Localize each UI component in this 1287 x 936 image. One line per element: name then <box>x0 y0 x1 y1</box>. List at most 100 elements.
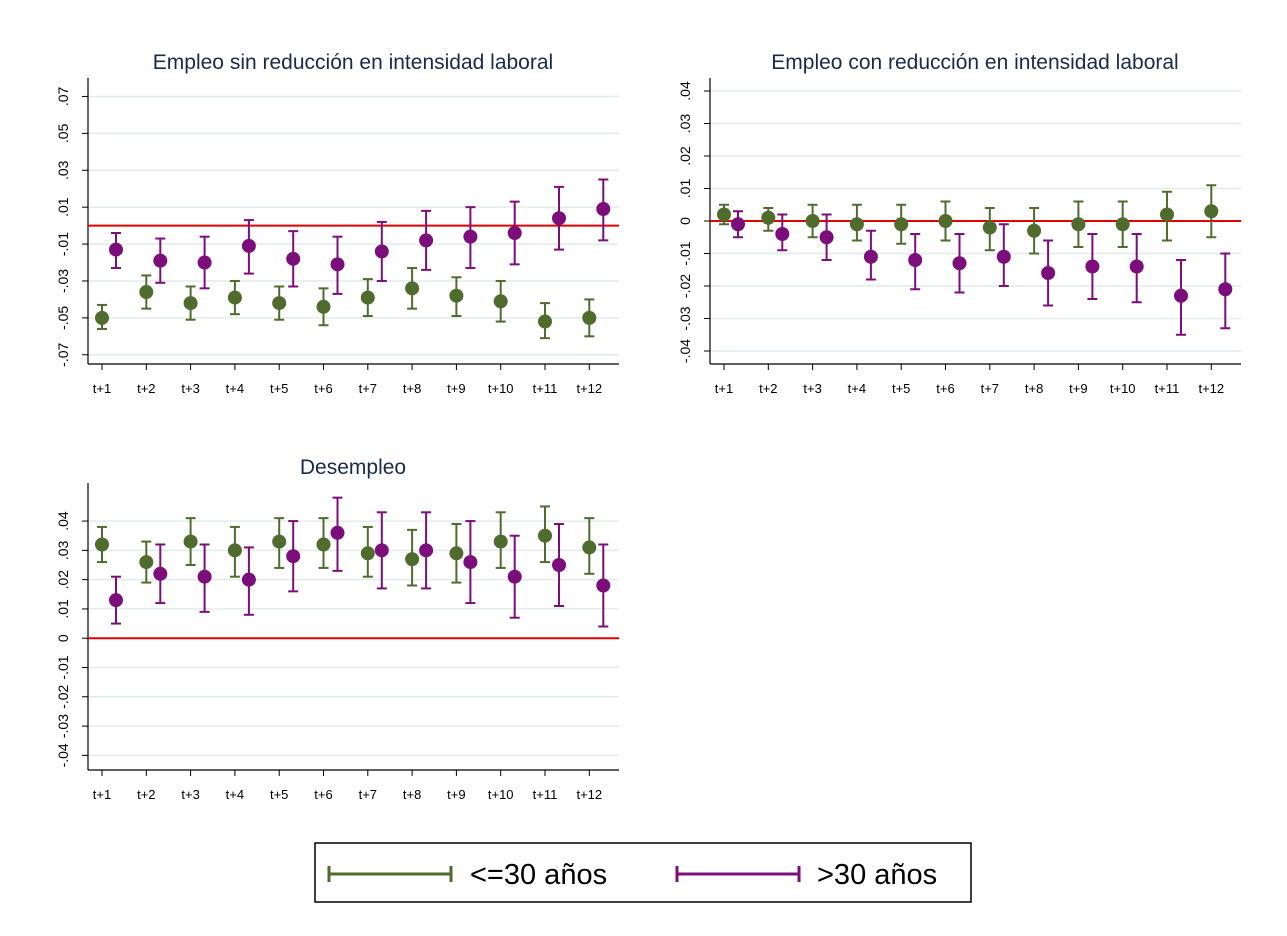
x-tick-label: t+9 <box>1069 381 1087 396</box>
point-estimate-old <box>552 558 566 572</box>
point-estimate-old <box>596 578 611 593</box>
x-tick-label: t+1 <box>715 381 733 396</box>
y-tick-label: 0 <box>677 217 693 225</box>
point-estimate-old <box>952 256 967 271</box>
x-tick-label: t+5 <box>892 381 910 396</box>
point-estimate-old <box>197 569 212 584</box>
x-tick-label: t+12 <box>576 381 602 396</box>
x-tick-label: t+8 <box>1025 381 1043 396</box>
point-estimate-old <box>109 593 123 608</box>
y-tick-label: -.03 <box>677 306 693 330</box>
point-estimate-old <box>330 257 345 272</box>
point-estimate-young <box>493 534 508 549</box>
y-tick-label: -.03 <box>55 714 71 738</box>
x-tick-label: t+6 <box>936 381 954 396</box>
y-tick-label: .04 <box>55 511 71 531</box>
point-estimate-old <box>552 211 566 226</box>
point-estimate-old <box>1129 259 1144 274</box>
panel-desempleo: Desempleo -.04 -.03 -.02 -.01 0 .01 .02 .03 .04 t… <box>55 456 619 802</box>
x-tick-label: t+5 <box>270 381 288 396</box>
panel-empleo-sin-reduccion: Empleo sin reducción en intensidad labor… <box>55 51 619 396</box>
x-tick-label: t+8 <box>403 381 421 396</box>
x-tick-label: t+10 <box>488 381 514 396</box>
point-estimate-old <box>863 249 878 264</box>
x-tick-label: t+6 <box>314 381 332 396</box>
x-tick-label: t+1 <box>93 381 111 396</box>
x-tick-label: t+8 <box>403 787 421 802</box>
point-estimate-young <box>894 217 909 232</box>
point-estimate-old <box>596 202 611 217</box>
panel-title: Desempleo <box>300 456 406 479</box>
x-tick-label: t+4 <box>226 787 244 802</box>
point-estimate-old <box>153 566 168 581</box>
point-estimate-old <box>908 253 923 267</box>
y-tick-label: .03 <box>55 540 71 560</box>
y-tick-label: .04 <box>677 81 693 101</box>
plot-area: -.04 -.03 -.02 -.01 0 .01 .02 .03 .04 t+1 t+2 t+3 t+… <box>677 78 1241 396</box>
plot-area: -.07 -.05 -.03 -.01 .01 .03 .05 .07 t+1 t+2 t+3 t+4… <box>55 78 619 396</box>
point-estimate-young <box>95 310 109 325</box>
y-tick-label: -.02 <box>55 685 71 709</box>
point-estimate-old <box>197 255 212 270</box>
point-estimate-young <box>449 288 464 303</box>
y-tick-label: -.01 <box>55 655 71 679</box>
y-tick-label: -.04 <box>677 339 693 363</box>
point-estimate-old <box>109 242 123 257</box>
point-estimate-young <box>139 555 154 570</box>
point-estimate-young <box>538 314 552 329</box>
point-estimate-old <box>463 555 478 570</box>
x-tick-label: t+2 <box>137 381 155 396</box>
y-tick-label: .01 <box>55 599 71 619</box>
point-estimate-young <box>360 290 375 305</box>
x-tick-label: t+11 <box>1155 381 1180 396</box>
y-tick-label: -.02 <box>677 274 693 298</box>
point-estimate-young <box>272 296 287 311</box>
y-tick-label: -.05 <box>55 306 71 330</box>
point-estimate-young <box>582 540 597 555</box>
x-tick-label: t+12 <box>1198 381 1224 396</box>
x-tick-label: t+2 <box>137 787 155 802</box>
x-tick-label: t+4 <box>848 381 866 396</box>
point-estimate-young <box>1160 207 1174 222</box>
y-tick-label: .02 <box>55 570 71 590</box>
point-estimate-old <box>1174 288 1188 303</box>
y-tick-label: .01 <box>55 197 71 217</box>
point-estimate-young <box>227 290 242 305</box>
point-estimate-old <box>731 217 745 232</box>
x-tick-label: t+11 <box>533 381 558 396</box>
point-estimate-old <box>1041 266 1056 280</box>
y-tick-label: -.07 <box>55 342 71 366</box>
plot-area: -.04 -.03 -.02 -.01 0 .01 .02 .03 .04 t+1 t+2 t+3 t+… <box>55 483 619 802</box>
y-tick-label: .01 <box>677 179 693 199</box>
panel-empleo-con-reduccion: Empleo con reducción en intensidad labor… <box>677 51 1241 396</box>
point-estimate-young <box>1027 223 1042 238</box>
x-tick-label: t+10 <box>1110 381 1136 396</box>
point-estimate-young <box>805 214 820 228</box>
point-estimate-young <box>183 534 198 549</box>
point-estimate-young <box>405 552 420 567</box>
x-tick-label: t+6 <box>314 787 332 802</box>
point-estimate-old <box>241 238 256 253</box>
x-tick-label: t+5 <box>270 787 288 802</box>
legend-young-label: <=30 años <box>470 859 607 891</box>
point-estimate-young <box>1204 204 1219 219</box>
point-estimate-young <box>982 220 997 235</box>
point-estimate-young <box>582 310 597 325</box>
point-estimate-young <box>95 537 109 552</box>
point-estimate-old <box>463 229 478 244</box>
panel-title: Empleo sin reducción en intensidad labor… <box>153 51 553 74</box>
x-tick-label: t+7 <box>359 381 377 396</box>
point-estimate-young <box>761 210 776 225</box>
y-tick-label: .03 <box>677 114 693 134</box>
point-estimate-young <box>227 543 242 558</box>
point-estimate-old <box>286 549 301 564</box>
x-tick-label: t+1 <box>93 787 111 802</box>
point-estimate-young <box>183 296 198 311</box>
point-estimate-old <box>153 253 168 268</box>
y-tick-label: -.01 <box>55 232 71 256</box>
point-estimate-old <box>819 230 834 245</box>
point-estimate-old <box>996 249 1011 264</box>
point-estimate-old <box>374 543 389 558</box>
point-estimate-young <box>316 299 331 314</box>
x-tick-label: t+3 <box>803 381 821 396</box>
